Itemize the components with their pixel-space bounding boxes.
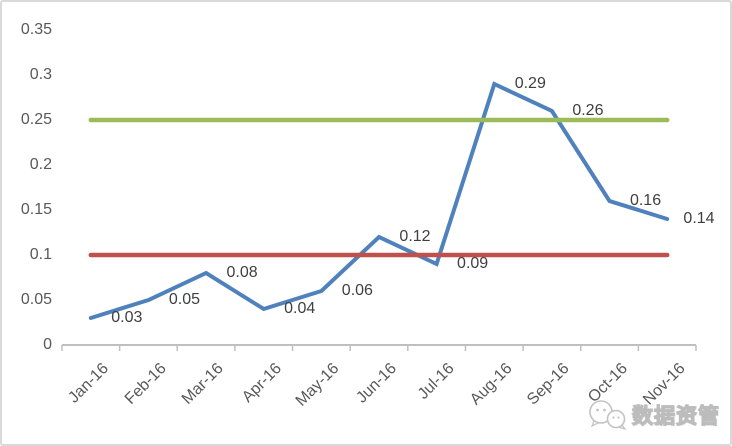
y-axis-tick-label: 0.3	[29, 66, 52, 83]
chat-bubbles-icon	[589, 400, 627, 431]
y-axis-tick-label: 0.35	[20, 21, 52, 38]
watermark-text: 数据资管	[631, 404, 720, 428]
y-axis-tick-label: 0.2	[29, 156, 52, 173]
data-label: 0.06	[341, 282, 373, 299]
y-axis-tick-label: 0.1	[29, 246, 52, 263]
data-label: 0.26	[572, 102, 604, 119]
data-label: 0.05	[168, 291, 201, 308]
data-label: 0.03	[111, 309, 143, 326]
y-axis-tick-label: 0.25	[20, 111, 52, 128]
y-axis-tick-label: 0	[43, 336, 52, 353]
data-label: 0.29	[514, 75, 546, 92]
y-axis-tick-label: 0.15	[20, 201, 52, 218]
series-line	[88, 81, 670, 320]
data-label: 0.04	[284, 300, 316, 317]
data-label: 0.16	[629, 192, 662, 209]
data-label: 0.09	[457, 255, 489, 272]
data-label: 0.14	[683, 210, 715, 227]
y-axis-tick-label: 0.05	[20, 291, 52, 308]
data-label: 0.08	[226, 264, 258, 281]
watermark: 数据资管	[586, 398, 720, 432]
data-label: 0.12	[399, 228, 431, 245]
